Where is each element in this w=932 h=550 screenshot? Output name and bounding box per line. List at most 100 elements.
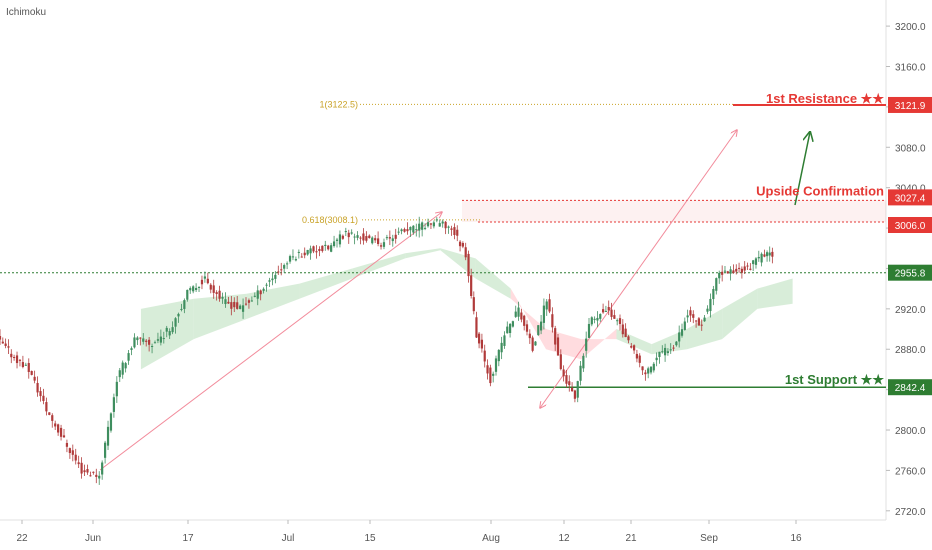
- price-label: 2842.4: [895, 383, 926, 394]
- candle-body: [206, 278, 209, 284]
- candle-body: [621, 324, 624, 335]
- candle-body: [435, 219, 438, 221]
- candle-body: [765, 252, 769, 257]
- candle-body: [24, 364, 27, 366]
- candle-body: [697, 318, 701, 326]
- candle-body: [177, 313, 180, 317]
- candle-body: [441, 221, 444, 224]
- candle-body: [332, 241, 336, 247]
- fib-label: 1(3122.5): [319, 99, 358, 109]
- price-label: 2955.8: [895, 269, 926, 280]
- candle-body: [382, 242, 386, 247]
- candle-body: [189, 288, 192, 291]
- cloud-segment: [722, 288, 758, 340]
- candle-body: [475, 317, 478, 338]
- candle-body: [554, 328, 557, 345]
- candle-body: [230, 302, 233, 309]
- candle-body: [327, 245, 330, 250]
- candle-body: [537, 325, 540, 336]
- candle-body: [412, 225, 415, 233]
- candle-body: [489, 367, 492, 384]
- candle-body: [520, 312, 523, 320]
- candle-body: [162, 338, 165, 340]
- candle-body: [559, 354, 562, 370]
- candle-body: [511, 321, 515, 327]
- candle-body: [98, 475, 101, 479]
- candle-body: [400, 229, 403, 232]
- candle-body: [341, 235, 344, 239]
- price-label-bg: [888, 189, 932, 206]
- candle-body: [517, 307, 520, 317]
- candle-body: [601, 309, 605, 313]
- candle-body: [743, 266, 746, 271]
- candle-body: [274, 274, 277, 279]
- candle-body: [145, 340, 148, 342]
- candle-body: [62, 435, 66, 438]
- candles: [0, 216, 774, 485]
- candle-body: [638, 355, 641, 363]
- x-tick-label: 17: [182, 533, 194, 544]
- candle-body: [635, 353, 639, 359]
- candle-body: [156, 339, 160, 341]
- y-tick-label: 2760.0: [895, 466, 926, 477]
- candle-body: [247, 300, 251, 303]
- candle-body: [379, 245, 383, 247]
- candle-body: [42, 395, 45, 401]
- candle-body: [525, 324, 529, 332]
- candle-body: [721, 271, 724, 275]
- candle-body: [371, 237, 374, 244]
- y-tick-label: 2880.0: [895, 345, 926, 356]
- annotation-upside-confirmation: Upside Confirmation: [756, 183, 884, 198]
- candle-body: [593, 318, 596, 320]
- annotation-support: 1st Support ★★: [785, 372, 884, 387]
- candle-body: [562, 369, 565, 377]
- candle-body: [385, 237, 389, 239]
- y-tick-label: 2720.0: [895, 507, 926, 518]
- candle-body: [726, 271, 729, 274]
- candle-body: [297, 251, 300, 253]
- candle-body: [458, 241, 462, 247]
- candle-body: [294, 259, 298, 261]
- candle-body: [362, 233, 365, 241]
- candle-body: [356, 235, 359, 238]
- candle-body: [109, 413, 113, 431]
- candle-body: [288, 256, 292, 262]
- candle-body: [470, 275, 473, 297]
- projection-arrow: [540, 130, 737, 408]
- candle-body: [752, 260, 755, 265]
- candle-body: [1, 341, 4, 344]
- candle-body: [268, 280, 271, 282]
- candle-body: [497, 349, 500, 362]
- candle-body: [324, 244, 327, 246]
- candle-body: [397, 231, 400, 233]
- candle-body: [18, 359, 22, 361]
- candle-body: [171, 327, 174, 333]
- projection-arrow: [99, 212, 442, 471]
- candle-body: [712, 289, 715, 300]
- candle-body: [388, 237, 391, 239]
- candle-body: [7, 346, 10, 348]
- x-tick-label: 12: [558, 533, 570, 544]
- candle-body: [675, 341, 678, 346]
- candle-body: [630, 345, 633, 348]
- candle-body: [658, 351, 661, 357]
- candle-body: [556, 337, 560, 356]
- candle-body: [112, 397, 116, 412]
- candle-body: [461, 243, 464, 247]
- candle-body: [194, 287, 198, 291]
- candle-body: [655, 357, 658, 361]
- cloud-segment: [546, 329, 582, 360]
- candle-body: [444, 221, 447, 229]
- candle-body: [233, 301, 236, 308]
- cloud-segment: [510, 288, 547, 350]
- candle-body: [596, 317, 599, 321]
- candle-body: [503, 335, 506, 346]
- candle-body: [480, 339, 484, 349]
- candle-body: [259, 290, 262, 295]
- candle-body: [330, 245, 333, 252]
- candle-body: [652, 363, 655, 371]
- candle-body: [153, 342, 157, 344]
- fib-label: 0.618(3008.1): [302, 215, 358, 225]
- candle-body: [757, 256, 760, 259]
